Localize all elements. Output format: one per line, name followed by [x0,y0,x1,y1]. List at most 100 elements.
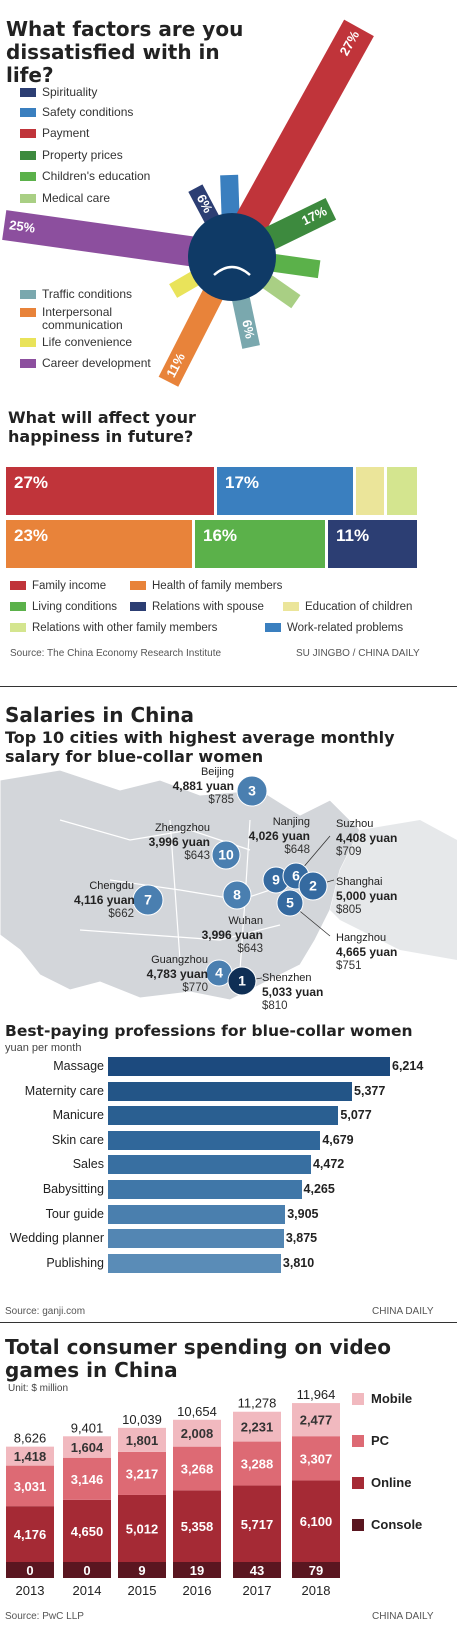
games-legend-swatch-mobile [352,1393,364,1405]
legend-label: Payment [42,126,90,140]
stack-total-2014: 9,401 [71,1420,104,1435]
stack-pc-2016 [173,1446,221,1491]
city-usd-guangzhou: $770 [182,982,208,994]
games-legend-label-mobile: Mobile [371,1391,413,1406]
stack-year-2015: 2015 [128,1583,157,1598]
stack-label-console-2013: 0 [26,1563,33,1578]
legend-item-interpersonal-communication: Interpersonal communication [20,306,140,332]
byline-3: CHINA DAILY [372,1611,434,1622]
legend-label: Family income [32,580,107,592]
treemap-cell-education-of-children [356,467,384,515]
stack-total-2013: 8,626 [14,1431,47,1446]
treemap-cell-family-income: 27% [6,467,214,515]
legend-swatch [20,88,36,98]
legend-swatch [130,602,146,612]
treemap-cell-living-conditions: 16% [195,520,325,568]
treemap-label-family-income: 27% [14,473,49,492]
legend-swatch [10,602,26,612]
profession-value-tour-guide: 3,905 [287,1206,319,1221]
stack-label-console-2017: 43 [250,1563,264,1578]
city-yuan-shanghai: 5,000 yuan [336,889,398,903]
stack-year-2017: 2017 [243,1583,272,1598]
stack-total-2016: 10,654 [177,1404,217,1419]
legend-swatch [20,108,36,118]
city-rank-nanjing: 9 [272,872,280,888]
treemap-cell-relations-with-other-family-members [387,467,417,515]
radial-chart: 6%27%17%6%11%25% [2,19,374,387]
stack-year-2016: 2016 [183,1583,212,1598]
map-region-lines [59,819,301,971]
stack-mobile-2016 [173,1419,221,1447]
stack-console-2015 [118,1562,166,1578]
source-credit-1: Source: The China Economy Research Insti… [10,648,222,659]
stack-pc-2017 [233,1441,281,1486]
byline-2: CHINA DAILY [372,1306,434,1317]
profession-value-wedding-planner: 3,875 [285,1231,318,1246]
stack-online-2013 [6,1506,54,1562]
legend-item-traffic-conditions: Traffic conditions [20,287,132,301]
legend-swatch [20,359,36,369]
stack-label-mobile-2015: 1,801 [126,1433,159,1448]
stack-label-pc-2017: 3,288 [241,1457,274,1472]
legend-item-children-s-education: Children's education [20,169,150,183]
city-rank-shenzhen: 1 [238,973,246,989]
city-yuan-suzhou: 4,408 yuan [336,831,398,845]
map-title: Salaries in China [5,703,194,727]
profession-bar-maternity-care [108,1081,353,1101]
professions-unit: yuan per month [5,1042,82,1054]
treemap-legend-relations-with-other-family-members: Relations with other family members [10,622,217,634]
source-credit-2: Source: ganji.com [5,1306,86,1317]
profession-value-maternity-care: 5,377 [354,1083,386,1098]
stack-pc-2013 [6,1465,54,1507]
map-landmass [0,769,361,1001]
stack-label-online-2018: 6,100 [300,1514,333,1529]
profession-bar-wedding-planner [108,1229,284,1249]
profession-label-tour-guide: Tour guide [45,1206,104,1221]
city-name-shanghai: Shanghai [336,876,383,888]
stack-label-pc-2018: 3,307 [300,1451,333,1466]
treemap-cell-relations-with-spouse: 11% [328,520,417,568]
city-yuan-nanjing: 4,026 yuan [248,829,310,843]
stack-online-2017 [233,1485,281,1562]
city-name-shenzhen: Shenzhen [262,972,312,984]
legend-label: Traffic conditions [42,287,133,301]
stack-label-console-2018: 79 [309,1563,323,1578]
profession-bar-tour-guide [108,1204,286,1224]
stack-console-2013 [6,1562,54,1578]
stack-label-mobile-2018: 2,477 [300,1413,333,1428]
city-rank-wuhan: 8 [233,887,241,903]
stack-mobile-2017 [233,1411,281,1442]
stack-label-pc-2013: 3,031 [14,1479,47,1494]
stack-label-mobile-2013: 1,418 [14,1449,47,1464]
city-rank-suzhou: 6 [292,868,300,884]
profession-bar-babysitting [108,1180,302,1199]
legend-label: Relations with spouse [152,601,264,613]
stack-pc-2018 [292,1436,340,1481]
city-name-beijing: Beijing [200,766,234,778]
profession-label-maternity-care: Maternity care [24,1083,104,1098]
city-marker-hangzhou [276,889,304,917]
treemap-title: What will affect your happiness in futur… [8,408,196,446]
stack-label-console-2014: 0 [83,1563,90,1578]
city-usd-shenzhen: $810 [262,1000,288,1012]
stack-online-2014 [63,1499,111,1562]
map-subtitle: Top 10 cities with highest average month… [5,728,395,766]
treemap-label-living-conditions: 16% [203,526,238,545]
stack-online-2018 [292,1480,340,1562]
games-legend-label-online: Online [371,1475,412,1490]
map-coast [330,820,457,960]
profession-value-sales: 4,472 [312,1157,345,1172]
legend-label: Education of children [305,601,413,613]
professions-title: Best-paying professions for blue-collar … [5,1022,413,1040]
city-name-nanjing: Nanjing [272,816,310,828]
stack-label-mobile-2016: 2,008 [181,1426,214,1441]
spoke-payment [226,19,374,248]
city-rank-beijing: 3 [248,783,256,799]
sad-face-mouth [213,265,251,276]
legend-swatch [130,581,146,591]
profession-label-skin-care: Skin care [51,1132,104,1147]
legend-swatch [20,308,36,318]
city-yuan-guangzhou: 4,783 yuan [146,967,208,981]
treemap-label-work-related-problems: 17% [225,473,260,492]
